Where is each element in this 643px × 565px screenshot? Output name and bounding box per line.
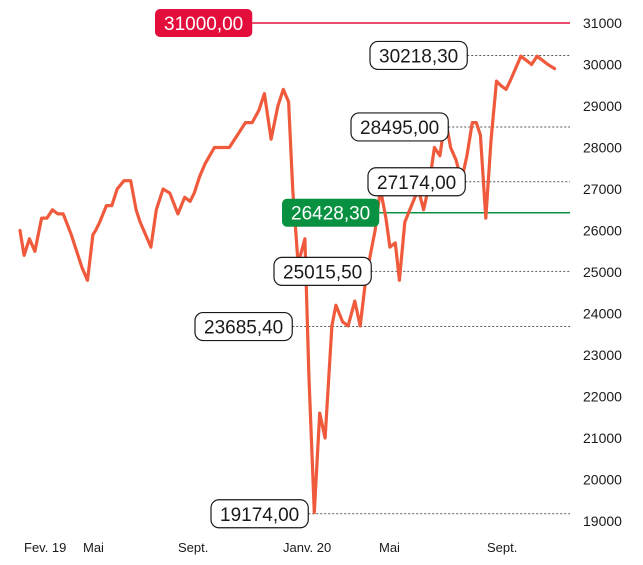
y-tick-label: 27000	[583, 181, 622, 197]
callout-label: 28495,00	[360, 118, 439, 139]
y-tick-label: 30000	[583, 57, 622, 73]
callout-label: 19174,00	[220, 505, 299, 526]
callout-label: 23685,40	[204, 318, 283, 339]
y-tick-label: 31000	[583, 15, 622, 31]
reference-callout-box	[282, 198, 380, 227]
y-tick-label: 21000	[583, 430, 622, 446]
callout-label: 27174,00	[377, 173, 456, 194]
index-series-line	[18, 54, 557, 515]
y-tick-label: 22000	[583, 389, 622, 405]
x-tick-label: Janv. 20	[283, 540, 331, 555]
callout-box	[210, 499, 309, 529]
callout-label: 25015,50	[283, 262, 362, 283]
callout-label: 30218,30	[379, 46, 458, 67]
x-tick-label: Sept.	[178, 540, 208, 555]
callout-box	[273, 256, 372, 286]
y-tick-label: 19000	[583, 513, 622, 529]
reference-callout-label: 31000,00	[164, 14, 243, 35]
x-tick-label: Fev. 19	[24, 540, 66, 555]
y-tick-label: 26000	[583, 223, 622, 239]
callout-box	[194, 311, 293, 342]
callout-box	[369, 40, 468, 71]
reference-callout-box	[155, 9, 253, 37]
y-tick-label: 28000	[583, 140, 622, 156]
x-tick-label: Sept.	[487, 540, 517, 555]
y-axis-tick-labels: 19000 20000 21000 22000 23000 24000 25000 26000…	[583, 15, 622, 529]
x-tick-label: Mai	[379, 540, 400, 555]
x-axis-tick-labels: Fev. 19 Mai Sept. Janv. 20 Mai Sept.	[24, 540, 517, 555]
reference-solid-lines	[252, 22, 570, 214]
x-tick-label: Mai	[83, 540, 104, 555]
callout-box	[350, 112, 449, 142]
y-tick-label: 24000	[583, 306, 622, 322]
callout-box	[367, 167, 466, 197]
y-tick-label: 20000	[583, 472, 622, 488]
y-tick-label: 29000	[583, 98, 622, 114]
y-tick-label: 25000	[583, 264, 622, 280]
value-callouts: 30218,30 28495,00 27174,00 25015,50 23685,40…	[155, 9, 468, 529]
y-tick-label: 23000	[583, 347, 622, 363]
reference-callout-label: 26428,30	[291, 204, 370, 225]
